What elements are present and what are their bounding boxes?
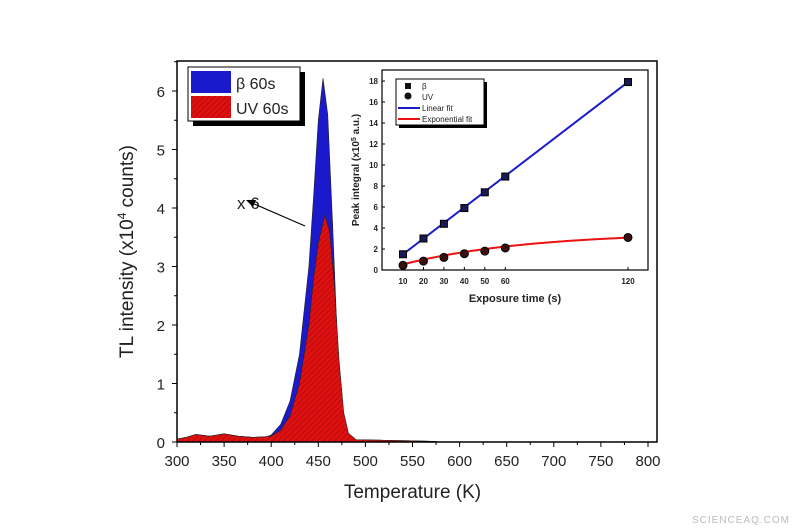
- inset-legend-label: UV: [422, 93, 434, 102]
- inset-legend-label: β: [422, 82, 427, 91]
- x-tick-label: 350: [212, 453, 237, 470]
- beta-point: [399, 250, 407, 259]
- inset-x-tick-label: 20: [419, 277, 428, 286]
- beta-point: [460, 204, 469, 213]
- annotation-x6: x 6: [237, 194, 260, 213]
- uv-point: [480, 246, 490, 256]
- uv-point: [398, 260, 408, 270]
- legend-label-beta: β 60s: [236, 76, 275, 93]
- x-tick-label: 400: [259, 453, 284, 470]
- inset-y-axis-label-part: Peak integral (x10: [351, 141, 362, 226]
- y-axis-label-part: 4: [115, 212, 129, 219]
- inset-legend-label: Linear fit: [422, 104, 453, 113]
- inset-y-tick-label: 14: [369, 119, 378, 128]
- inset-y-axis-label: Peak integral (x105 a.u.): [351, 114, 363, 226]
- inset-y-tick-label: 2: [374, 245, 379, 254]
- legend-swatch-uv: [191, 96, 231, 118]
- y-axis-label-part: TL intensity (x10: [117, 219, 138, 358]
- uv-point: [418, 256, 428, 266]
- inset-y-tick-label: 4: [374, 224, 379, 233]
- x-tick-label: 300: [164, 453, 189, 470]
- inset-legend-label: Exponential fit: [422, 115, 473, 124]
- beta-point: [480, 188, 489, 197]
- uv-point: [623, 232, 633, 242]
- beta-point: [439, 219, 448, 228]
- inset-x-tick-label: 50: [480, 277, 489, 286]
- x-tick-label: 550: [400, 453, 425, 470]
- uv-point: [439, 252, 449, 262]
- x-tick-label: 500: [353, 453, 378, 470]
- beta-point: [624, 78, 632, 87]
- inset-y-tick-label: 6: [374, 203, 379, 212]
- uv-point: [459, 249, 469, 259]
- plot-frame: [176, 60, 658, 443]
- y-axis-label-part: counts): [117, 145, 138, 213]
- inset-y-tick-label: 16: [369, 98, 378, 107]
- inset-legend-square-icon: [405, 83, 411, 89]
- uv-point: [500, 243, 510, 253]
- y-axis-label: TL intensity (x104 counts): [115, 145, 138, 358]
- y-tick-label: 3: [157, 260, 165, 277]
- x-tick-label: 650: [494, 453, 519, 470]
- inset-x-tick-label: 30: [439, 277, 448, 286]
- y-tick-label: 4: [157, 201, 165, 218]
- inset-y-axis-label-part: a.u.): [351, 114, 362, 137]
- y-tick-label: 0: [157, 435, 165, 452]
- inset-legend-circle-icon: [404, 92, 412, 100]
- inset-y-tick-label: 10: [369, 161, 378, 170]
- x-tick-label: 600: [447, 453, 472, 470]
- inset-x-axis-label: Exposure time (s): [469, 293, 562, 305]
- x-tick-label: 450: [306, 453, 331, 470]
- x-tick-label: 750: [588, 453, 613, 470]
- watermark: SCIENCEAQ.COM: [691, 515, 790, 526]
- inset-x-tick-label: 40: [460, 277, 469, 286]
- y-tick-label: 6: [157, 84, 165, 101]
- inset-y-tick-label: 12: [369, 140, 378, 149]
- inset-y-axis-label-part: 5: [351, 137, 358, 141]
- inset-x-tick-label: 60: [501, 277, 510, 286]
- beta-point: [501, 172, 510, 181]
- inset-y-tick-label: 8: [374, 182, 379, 191]
- inset-x-tick-label: 120: [621, 277, 635, 286]
- legend-label-uv: UV 60s: [236, 101, 288, 118]
- inset-x-tick-label: 10: [399, 277, 408, 286]
- legend-swatch-beta: [191, 71, 231, 93]
- inset-y-tick-label: 0: [374, 266, 379, 275]
- y-tick-label: 5: [157, 143, 165, 160]
- y-tick-label: 2: [157, 318, 165, 335]
- inset-y-tick-label: 18: [369, 77, 378, 86]
- x-tick-label: 800: [635, 453, 660, 470]
- x-tick-label: 700: [541, 453, 566, 470]
- y-tick-label: 1: [157, 377, 165, 394]
- arrow-head: [246, 200, 256, 207]
- x-axis-label: Temperature (K): [344, 482, 481, 503]
- series-area-uv: [176, 213, 437, 443]
- annotation-arrow: [251, 202, 306, 227]
- beta-point: [419, 234, 428, 243]
